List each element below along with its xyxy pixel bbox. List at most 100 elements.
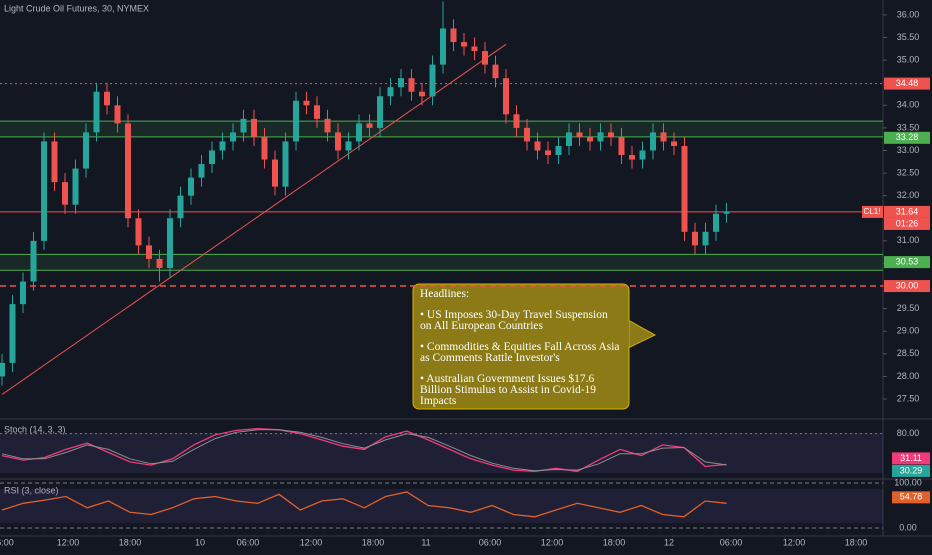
candle-body: [83, 132, 89, 169]
y-tick-label: 34.00: [897, 100, 920, 110]
indicator-tag: [892, 464, 930, 477]
x-tick-label: 12:00: [57, 537, 80, 547]
x-tick-label: 11: [421, 537, 430, 547]
x-tick-label: 18:00: [119, 537, 142, 547]
y-tick-label: 33.00: [897, 145, 920, 155]
candle-body: [723, 211, 730, 214]
candle-body: [72, 168, 79, 205]
candle-body: [482, 51, 488, 65]
candle-body: [156, 258, 163, 268]
candle-body: [524, 127, 530, 142]
candle-body: [534, 141, 541, 151]
candle-body: [713, 213, 719, 232]
candle-body: [618, 136, 625, 155]
zone: [0, 121, 883, 137]
candle-body: [681, 145, 688, 232]
candle-body: [251, 118, 257, 137]
y-tick-label: 35.50: [897, 32, 920, 42]
countdown-label: 01:26: [896, 218, 919, 228]
indicator-line: [1, 427, 727, 473]
y-tick-label: 31.00: [897, 235, 920, 245]
indicator-tag: [892, 452, 930, 465]
rsi-band: [0, 489, 883, 523]
candle-body: [51, 141, 58, 183]
candle-body: [513, 114, 520, 128]
price-tag: [884, 131, 930, 144]
candle-body: [9, 304, 16, 363]
y-tick-label: 36.00: [897, 9, 920, 19]
price-tag: [884, 205, 930, 218]
candle-body: [597, 132, 604, 142]
pane-tick-label: 0.00: [899, 522, 917, 532]
indicator-tag-label: 30.29: [900, 465, 923, 475]
candle-body: [219, 141, 226, 151]
candle-body: [650, 132, 656, 151]
pane-tick-label: 80.00: [897, 428, 920, 438]
candle-body: [146, 245, 152, 259]
x-tick-label: 06:00: [479, 537, 502, 547]
candle-body: [503, 78, 509, 115]
candle-body: [272, 159, 278, 187]
candle-body: [576, 132, 583, 137]
rsi-label: RSI (3, close): [4, 485, 59, 495]
y-tick-label: 32.00: [897, 190, 920, 200]
candle-body: [356, 123, 362, 142]
candle-body: [419, 91, 425, 97]
candle-body: [0, 362, 5, 377]
candle-body: [387, 87, 394, 97]
candle-body: [366, 123, 373, 128]
candle-body: [450, 28, 457, 43]
symbol-tag: [862, 205, 883, 218]
candle-body: [492, 64, 499, 79]
candle-body: [261, 136, 268, 160]
x-tick-label: 18:00: [845, 537, 868, 547]
pane-tick-label: 100.00: [894, 477, 922, 487]
price-tag: [884, 256, 930, 269]
candle-body: [177, 195, 184, 219]
candle-body: [240, 118, 247, 133]
y-tick-label: 28.00: [897, 371, 920, 381]
indicator-line: [1, 491, 727, 518]
x-tick-label: 12: [664, 537, 674, 547]
y-tick-label: 33.50: [897, 122, 920, 132]
candle-body: [608, 132, 614, 137]
candle-body: [377, 96, 383, 128]
candle-body: [408, 78, 415, 92]
candle-body: [660, 132, 667, 142]
headline: • Australian Government Issues $17.6 Bil…: [420, 373, 597, 407]
candle-body: [41, 141, 47, 241]
candle-body: [125, 123, 131, 219]
candle-body: [104, 91, 110, 106]
candle-body: [20, 281, 26, 305]
x-tick-label: 6:00: [0, 537, 14, 547]
candle-body: [566, 132, 572, 146]
candle-body: [587, 136, 593, 142]
countdown-tag: [884, 217, 930, 230]
x-tick-label: 10: [195, 537, 205, 547]
candle-body: [545, 150, 551, 155]
price-tag-label: 34.48: [896, 78, 919, 88]
candle-body: [303, 100, 310, 106]
price-tag-label: 30.53: [896, 256, 919, 266]
price-tag-label: 33.28: [896, 132, 919, 142]
x-tick-label: 18:00: [362, 537, 385, 547]
candle-body: [639, 150, 646, 160]
candle-body: [629, 154, 635, 160]
candle-body: [429, 64, 436, 97]
candle-body: [398, 78, 404, 88]
candle-body: [188, 177, 194, 196]
headlines-title: Headlines:: [420, 288, 470, 300]
indicator-tag-label: 54.78: [900, 492, 923, 502]
candle-body: [198, 164, 205, 178]
candle-body: [345, 141, 352, 151]
candle-body: [671, 141, 677, 146]
candle-body: [335, 132, 341, 151]
candle-body: [314, 105, 320, 119]
candle-body: [167, 218, 173, 268]
chart-title: Light Crude Oil Futures, 30, NYMEX: [4, 3, 149, 13]
price-tag-label: 30.00: [896, 280, 919, 290]
candle-body: [135, 218, 142, 246]
